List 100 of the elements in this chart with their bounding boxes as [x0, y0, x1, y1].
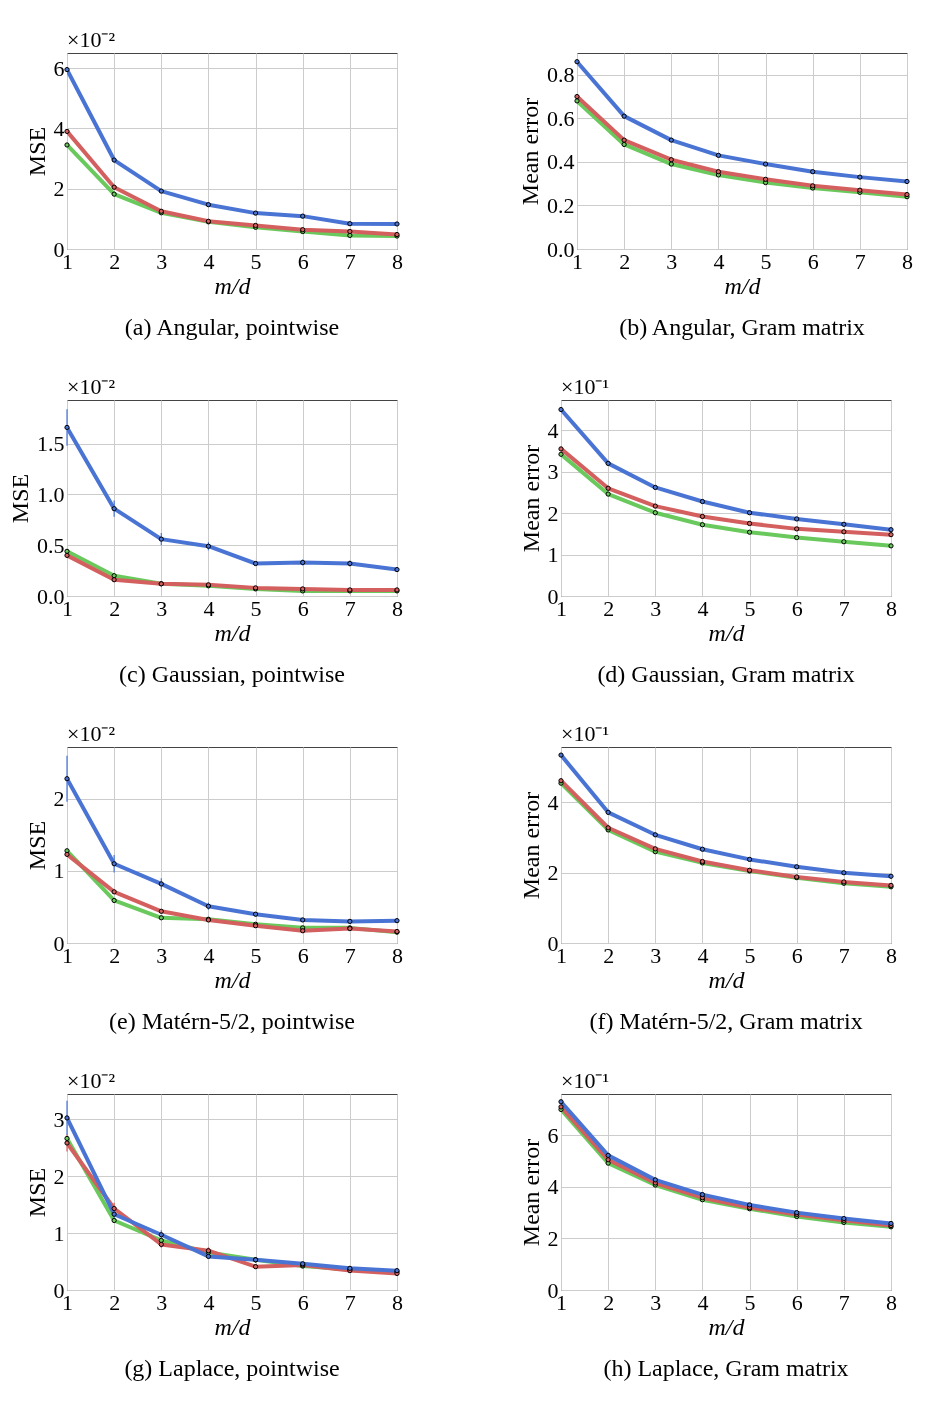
- y-axis-title: Mean error: [517, 791, 544, 900]
- x-tick-label: 6: [791, 942, 803, 968]
- y-tick-label: 4: [547, 417, 559, 443]
- x-tick-label: 3: [156, 1289, 168, 1315]
- x-tick-label: 3: [650, 1289, 662, 1315]
- y-tick-label: 0.0: [37, 583, 65, 609]
- y-tick-label: 1: [53, 1220, 65, 1246]
- y-tick-label: 2: [53, 176, 65, 202]
- y-tick-label: 0.4: [547, 149, 575, 175]
- x-axis-title: m/d: [214, 966, 252, 993]
- y-axis-title: MSE: [23, 1167, 50, 1218]
- x-tick-label: 4: [713, 248, 725, 274]
- x-tick-label: 8: [392, 942, 403, 968]
- y-axis-title: MSE: [7, 473, 33, 524]
- text: ×10⁻²: [67, 27, 116, 52]
- y-tick-label: 4: [547, 1174, 559, 1200]
- x-tick-label: 2: [109, 595, 121, 621]
- text: ×10⁻²: [67, 1068, 116, 1093]
- y-tick-label: 6: [547, 1122, 559, 1148]
- x-tick-label: 5: [250, 942, 262, 968]
- x-tick-label: 6: [297, 248, 309, 274]
- x-tick-label: 8: [886, 1289, 897, 1315]
- y-tick-label: 1: [53, 858, 65, 884]
- y-tick-label: 1.5: [37, 431, 65, 457]
- x-tick-label: 3: [650, 942, 662, 968]
- text: ×10⁻¹: [561, 1068, 610, 1093]
- x-tick-label: 5: [250, 595, 262, 621]
- x-tick-label: 6: [791, 1289, 803, 1315]
- text: (e) Matérn-5/2, pointwise: [109, 1008, 355, 1034]
- x-tick-label: 6: [297, 1289, 309, 1315]
- x-tick-label: 2: [603, 595, 615, 621]
- x-tick-label: 6: [807, 248, 819, 274]
- x-tick-label: 5: [744, 942, 756, 968]
- text: (d) Gaussian, Gram matrix: [597, 661, 855, 687]
- y-tick-label: 0: [53, 930, 65, 956]
- y-tick-label: 0: [547, 583, 559, 609]
- y-axis-title: MSE: [23, 126, 50, 177]
- y-tick-label: 4: [547, 790, 559, 815]
- y-tick-label: 0.8: [547, 62, 575, 88]
- text: ×10⁻²: [67, 374, 116, 399]
- y-tick-label: 0: [547, 1277, 559, 1303]
- x-tick-label: 5: [760, 248, 772, 274]
- x-tick-label: 4: [203, 942, 215, 968]
- x-tick-label: 4: [203, 595, 215, 621]
- y-tick-label: 0: [53, 1277, 65, 1303]
- y-tick-label: 3: [53, 1106, 65, 1132]
- x-tick-label: 3: [156, 248, 168, 274]
- x-axis-title: m/d: [708, 619, 746, 646]
- y-tick-label: 0: [53, 236, 65, 262]
- text: (h) Laplace, Gram matrix: [603, 1355, 849, 1381]
- x-tick-label: 4: [697, 595, 709, 621]
- y-axis-title: Mean error: [517, 1138, 544, 1247]
- x-tick-label: 2: [619, 248, 631, 274]
- x-axis-title: m/d: [214, 619, 252, 646]
- x-tick-label: 8: [902, 248, 913, 274]
- x-axis-title: m/d: [214, 272, 252, 299]
- y-tick-label: 6: [53, 55, 65, 81]
- y-tick-label: 3: [547, 459, 559, 485]
- x-tick-label: 4: [203, 248, 215, 274]
- x-axis-title: m/d: [708, 1313, 746, 1340]
- x-tick-label: 4: [697, 942, 709, 968]
- x-tick-label: 7: [838, 1289, 850, 1315]
- x-tick-label: 8: [392, 595, 403, 621]
- x-tick-label: 6: [791, 595, 803, 621]
- y-tick-label: 2: [547, 860, 559, 886]
- y-tick-label: 2: [547, 1225, 559, 1251]
- x-tick-label: 6: [297, 595, 309, 621]
- x-tick-label: 3: [666, 248, 678, 274]
- y-tick-label: 2: [547, 500, 559, 526]
- x-tick-label: 7: [344, 248, 356, 274]
- x-tick-label: 5: [744, 595, 756, 621]
- x-tick-label: 8: [392, 248, 403, 274]
- x-tick-label: 3: [650, 595, 662, 621]
- text: ×10⁻²: [67, 721, 116, 746]
- x-tick-label: 2: [603, 942, 615, 968]
- x-tick-label: 8: [886, 942, 897, 968]
- y-axis-title: MSE: [23, 820, 50, 871]
- text: (b) Angular, Gram matrix: [619, 314, 865, 340]
- text: ×10⁻¹: [561, 721, 610, 746]
- x-tick-label: 8: [392, 1289, 403, 1315]
- x-tick-label: 5: [250, 1289, 262, 1315]
- x-tick-label: 2: [109, 248, 121, 274]
- text: ×10⁻¹: [561, 374, 610, 399]
- x-tick-label: 7: [854, 248, 866, 274]
- x-tick-label: 7: [838, 942, 850, 968]
- x-axis-title: m/d: [708, 966, 746, 993]
- y-tick-label: 0.6: [547, 105, 575, 131]
- x-tick-label: 7: [838, 595, 850, 621]
- x-tick-label: 2: [603, 1289, 615, 1315]
- text: (g) Laplace, pointwise: [124, 1355, 340, 1381]
- y-tick-label: 4: [53, 115, 65, 141]
- text: (a) Angular, pointwise: [124, 314, 340, 340]
- y-tick-label: 0: [547, 930, 559, 956]
- y-tick-label: 1.0: [37, 481, 65, 507]
- x-tick-label: 6: [297, 942, 309, 968]
- y-tick-label: 0.5: [37, 532, 65, 558]
- x-tick-label: 8: [886, 595, 897, 621]
- y-axis-title: Mean error: [517, 97, 543, 206]
- y-tick-label: 2: [53, 1163, 65, 1189]
- text: (f) Matérn-5/2, Gram matrix: [589, 1008, 863, 1034]
